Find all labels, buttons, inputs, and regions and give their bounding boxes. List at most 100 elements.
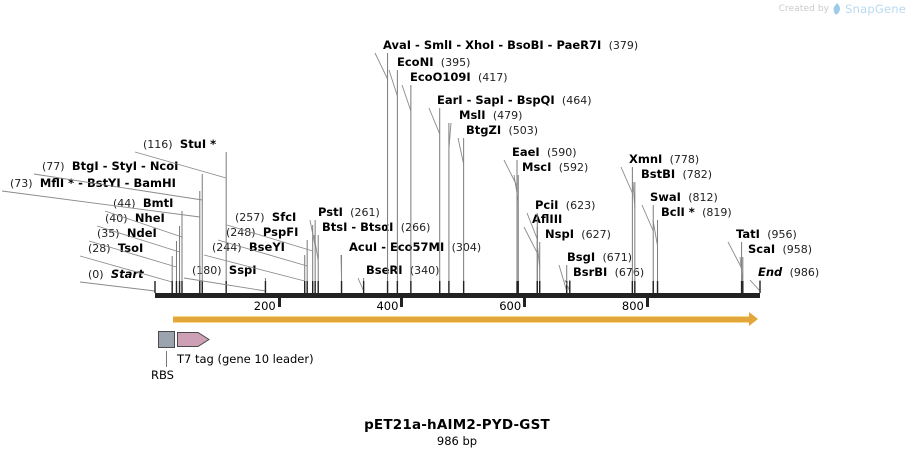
enzyme-site-label-nspi[interactable]: NspI (627) <box>545 227 611 242</box>
enzyme-site-label-msci[interactable]: MscI (592) <box>522 161 588 175</box>
site-enzyme-names: PciI <box>535 198 558 212</box>
enzyme-name: BsoBI <box>507 38 544 52</box>
enzyme-site-label-bsgi[interactable]: BsgI (671) <box>567 251 632 265</box>
site-position: (77) <box>42 160 65 173</box>
enzyme-site-label-end[interactable]: End (986) <box>758 265 819 280</box>
enzyme-site-label-sfci[interactable]: (257) SfcI <box>235 211 296 225</box>
site-enzyme-names: BtgI - StyI - NcoI <box>72 159 179 173</box>
enzyme-site-label-nhei[interactable]: (40) NheI <box>105 212 165 226</box>
site-leader-diagonal <box>33 173 203 201</box>
enzyme-site-label-pspfi[interactable]: (248) PspFI <box>226 226 298 240</box>
enzyme-site-label-bseyi[interactable]: (244) BseYI <box>212 240 285 255</box>
page-title: pET21a-hAIM2-PYD-GST <box>364 417 550 433</box>
site-enzyme-names: TatI <box>736 227 760 241</box>
name-separator: - <box>462 93 476 107</box>
enzyme-site-label-bseri[interactable]: BseRI (340) <box>366 264 439 278</box>
site-leader-diagonal <box>536 241 541 269</box>
enzyme-name: EarI <box>437 93 463 107</box>
enzyme-site-label-bcli[interactable]: BclI * (819) <box>661 205 732 220</box>
site-position: (304) <box>451 241 482 254</box>
enzyme-site-label-afliii[interactable]: AflIII <box>532 213 562 226</box>
site-enzyme-names: BtsI - BtsαI <box>322 220 393 234</box>
enzyme-site-label-start[interactable]: (0) Start <box>88 267 144 282</box>
site-leader-diagonal <box>309 219 316 247</box>
site-enzyme-names: AflIII <box>532 212 562 226</box>
site-enzyme-names: BmtI <box>143 196 174 210</box>
site-enzyme-names: EaeI <box>512 145 540 159</box>
enzyme-name: XhoI <box>465 38 495 52</box>
site-leader-diagonal <box>727 241 742 269</box>
site-enzyme-names: Start <box>111 267 144 281</box>
enzyme-site-label-eaei[interactable]: EaeI (590) <box>512 145 577 160</box>
site-leader-diagonal <box>374 52 388 80</box>
enzyme-site-label-psti[interactable]: PstI (261) <box>318 206 380 220</box>
orf-arrow[interactable] <box>173 316 749 323</box>
enzyme-site-label-eari_group[interactable]: EarI - SapI - BspQI (464) <box>437 93 592 108</box>
site-leader-diagonal <box>104 210 183 238</box>
enzyme-site-label-ecoo109i[interactable]: EcoO109I (417) <box>410 71 508 85</box>
enzyme-site-label-btgi_group[interactable]: (77) BtgI - StyI - NcoI <box>42 159 179 174</box>
site-leader-diagonal <box>457 137 465 165</box>
enzyme-name: EcoNI <box>397 55 434 69</box>
site-enzyme-names: XmnI <box>629 152 662 166</box>
enzyme-site-label-acui_group[interactable]: AcuI - Eco57MI (304) <box>349 240 482 255</box>
enzyme-site-label-stui[interactable]: (116) StuI * <box>143 137 217 152</box>
name-separator: - <box>377 240 390 254</box>
site-position: (0) <box>88 268 104 281</box>
enzyme-name: BseYI <box>248 240 285 254</box>
site-position: (417) <box>477 71 508 84</box>
enzyme-site-label-scai[interactable]: ScaI (958) <box>748 242 812 257</box>
name-separator: - <box>347 220 361 234</box>
site-position: (395) <box>440 56 471 69</box>
site-enzyme-names: AvaI - SmlI - XhoI - BsoBI - PaeR7I <box>383 38 601 52</box>
enzyme-site-label-btsi_group[interactable]: BtsI - BtsαI (266) <box>322 220 430 235</box>
enzyme-site-label-econi[interactable]: EcoNI (395) <box>397 55 471 70</box>
axis-tick-label: 600 <box>499 299 522 313</box>
name-separator: - <box>411 38 424 52</box>
enzyme-name: ScaI <box>748 242 776 256</box>
enzyme-site-label-msli[interactable]: MslI (479) <box>459 108 522 123</box>
enzyme-name: MslI <box>459 108 486 122</box>
site-leader-diagonal <box>88 240 177 268</box>
name-separator: - <box>543 38 557 52</box>
enzyme-site-label-mfli_group[interactable]: (73) MflI * - BstYI - BamHI <box>10 176 176 191</box>
enzyme-site-label-btgzi[interactable]: BtgZI (503) <box>466 124 538 138</box>
t7-tag-label: T7 tag (gene 10 leader) <box>177 352 314 366</box>
enzyme-name: Eco57MI <box>389 240 445 254</box>
site-leader-diagonal <box>357 277 365 292</box>
site-leader-diagonal <box>1 190 200 218</box>
site-enzyme-names: End <box>758 265 782 279</box>
site-position: (956) <box>767 228 797 241</box>
enzyme-name: BmtI <box>142 196 174 210</box>
enzyme-name: BtsI <box>322 220 348 234</box>
enzyme-name: StuI * <box>179 137 217 151</box>
site-enzyme-names: ScaI <box>748 242 775 256</box>
site-leader-diagonal <box>448 122 452 150</box>
site-position: (257) <box>235 211 265 224</box>
enzyme-site-label-bstbi[interactable]: BstBI (782) <box>641 167 712 182</box>
enzyme-site-label-pcii[interactable]: PciI (623) <box>535 198 595 213</box>
name-separator: - <box>137 159 150 173</box>
site-enzyme-names: BclI * <box>661 205 695 219</box>
enzyme-name: End <box>758 265 783 279</box>
enzyme-name: SapI <box>475 93 504 107</box>
site-leader-diagonal <box>79 255 173 283</box>
site-leader-diagonal <box>203 254 305 282</box>
enzyme-site-label-avai_group[interactable]: AvaI - SmlI - XhoI - BsoBI - PaeR7I (379… <box>383 38 638 53</box>
feature-rbs[interactable] <box>158 331 175 348</box>
site-position: (261) <box>350 206 380 219</box>
name-separator: - <box>74 176 87 190</box>
site-enzyme-names: NdeI <box>127 226 157 240</box>
enzyme-site-label-ndei[interactable]: (35) NdeI <box>97 226 157 241</box>
site-enzyme-names: BstBI <box>641 167 675 181</box>
name-separator: - <box>120 176 134 190</box>
site-leader-diagonal <box>641 204 654 232</box>
enzyme-site-label-bsrbi[interactable]: BsrBI (676) <box>573 266 644 280</box>
site-enzyme-names: NspI <box>545 227 574 241</box>
feature-t7-tag[interactable] <box>177 330 210 349</box>
enzyme-site-label-tati[interactable]: TatI (956) <box>736 227 797 242</box>
enzyme-name: BtgI <box>71 159 99 173</box>
site-leader-diagonal <box>217 239 308 267</box>
enzyme-site-label-xmni[interactable]: XmnI (778) <box>629 152 699 167</box>
enzyme-site-label-swai[interactable]: SwaI (812) <box>650 191 718 205</box>
